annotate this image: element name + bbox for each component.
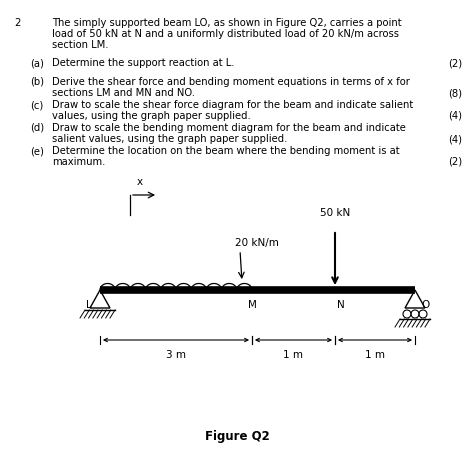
Text: Determine the support reaction at L.: Determine the support reaction at L. [52, 58, 235, 68]
Text: 2: 2 [14, 18, 20, 28]
Text: 50 kN: 50 kN [320, 208, 350, 218]
Text: (c): (c) [30, 100, 43, 110]
Text: (2): (2) [448, 157, 462, 167]
Text: The simply supported beam LO, as shown in Figure Q2, carries a point: The simply supported beam LO, as shown i… [52, 18, 401, 28]
Text: (e): (e) [30, 146, 44, 156]
Text: O: O [421, 300, 429, 310]
Text: 20 kN/m: 20 kN/m [235, 238, 279, 248]
Text: (4): (4) [448, 134, 462, 144]
Text: Determine the location on the beam where the bending moment is at: Determine the location on the beam where… [52, 146, 400, 156]
Text: x: x [137, 177, 143, 187]
Text: N: N [337, 300, 345, 310]
Text: (a): (a) [30, 58, 44, 68]
Text: (4): (4) [448, 111, 462, 121]
Text: sections LM and MN and NO.: sections LM and MN and NO. [52, 88, 195, 98]
Text: Derive the shear force and bending moment equations in terms of x for: Derive the shear force and bending momen… [52, 77, 410, 87]
Text: Draw to scale the bending moment diagram for the beam and indicate: Draw to scale the bending moment diagram… [52, 123, 406, 133]
Text: 1 m: 1 m [283, 350, 303, 360]
Text: maximum.: maximum. [52, 157, 105, 167]
Text: 1 m: 1 m [365, 350, 385, 360]
Text: L: L [86, 300, 92, 310]
Text: (2): (2) [448, 58, 462, 68]
Text: values, using the graph paper supplied.: values, using the graph paper supplied. [52, 111, 251, 121]
Text: (8): (8) [448, 88, 462, 98]
Text: load of 50 kN at N and a uniformly distributed load of 20 kN/m across: load of 50 kN at N and a uniformly distr… [52, 29, 399, 39]
Text: (d): (d) [30, 123, 44, 133]
Text: M: M [247, 300, 256, 310]
Text: section LM.: section LM. [52, 40, 109, 50]
Text: (b): (b) [30, 77, 44, 87]
Text: Draw to scale the shear force diagram for the beam and indicate salient: Draw to scale the shear force diagram fo… [52, 100, 413, 110]
Text: salient values, using the graph paper supplied.: salient values, using the graph paper su… [52, 134, 287, 144]
Text: Figure Q2: Figure Q2 [205, 430, 269, 443]
Text: 3 m: 3 m [166, 350, 186, 360]
